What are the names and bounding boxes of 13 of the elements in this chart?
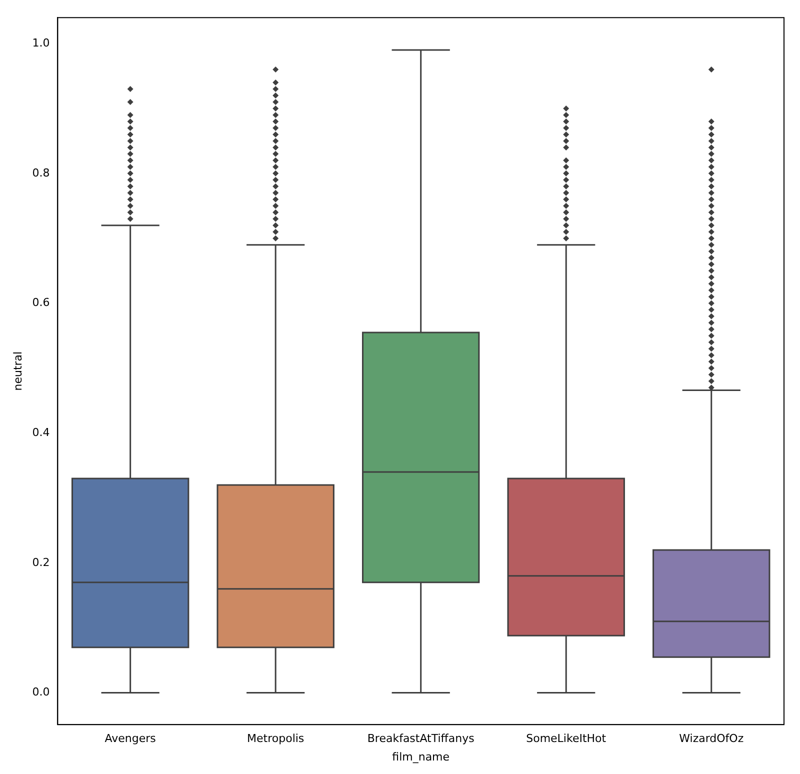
- x-axis-title: film_name: [392, 750, 450, 764]
- x-tick-label: Avengers: [104, 732, 156, 746]
- x-tick-label: SomeLikeItHot: [526, 732, 607, 746]
- x-tick-label: Metropolis: [247, 732, 304, 746]
- y-tick-label: 0.0: [32, 686, 50, 699]
- y-axis-title: neutral: [11, 351, 24, 391]
- y-tick-label: 0.4: [32, 426, 50, 439]
- x-tick-label: WizardOfOz: [679, 732, 744, 746]
- y-tick-label: 0.6: [32, 296, 50, 310]
- y-tick-label: 0.2: [32, 556, 50, 569]
- x-tick-label: BreakfastAtTiffanys: [367, 732, 475, 746]
- y-tick-label: 1.0: [32, 36, 50, 50]
- y-tick-label: 0.8: [32, 166, 50, 180]
